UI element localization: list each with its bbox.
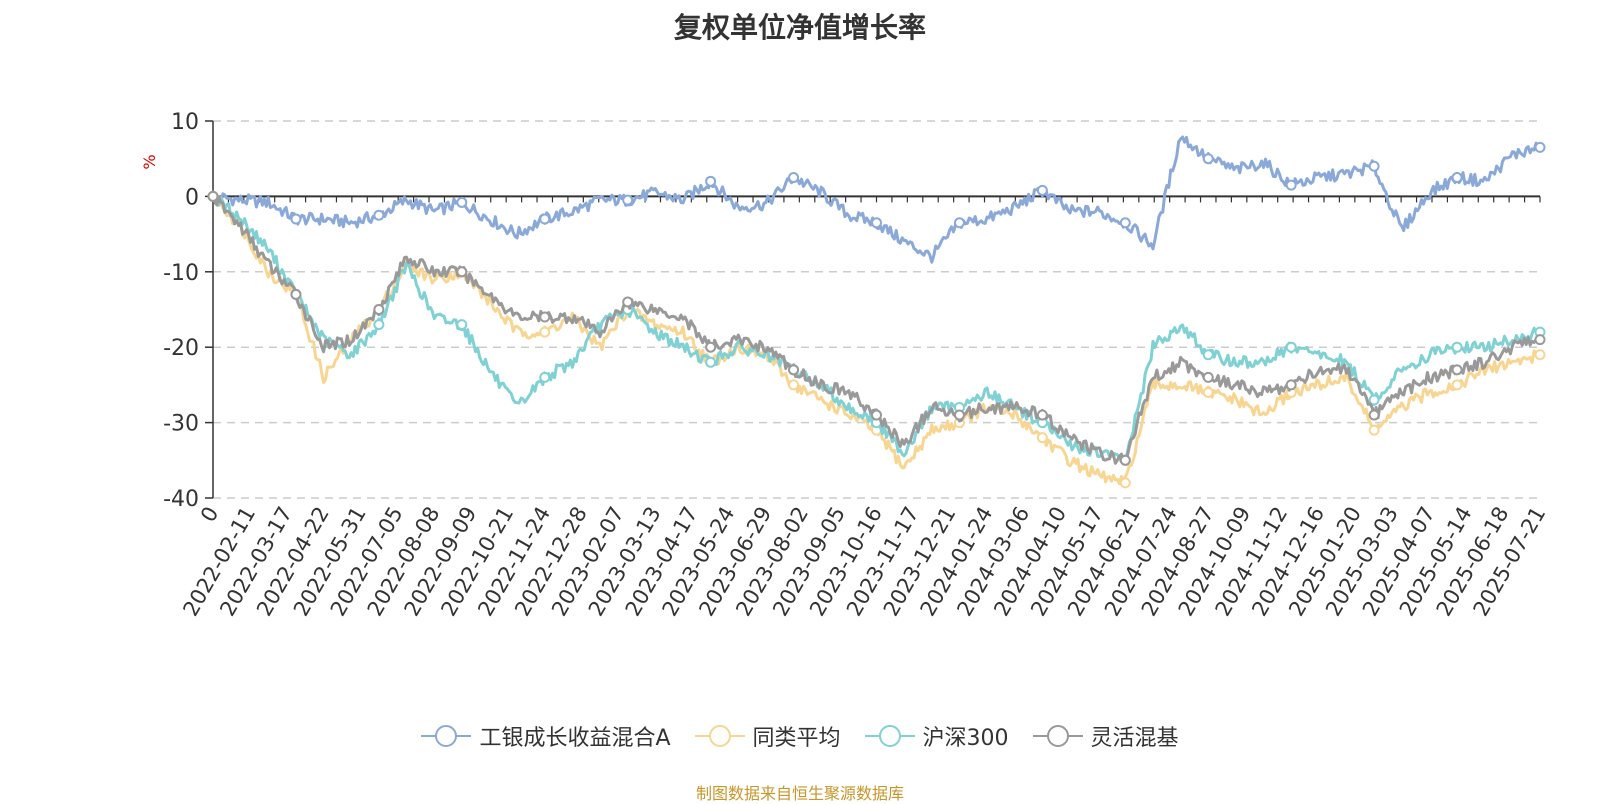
series-point [953,409,965,421]
series-point [539,371,551,383]
y-tick-label: -30 [163,412,199,437]
series-point [1368,160,1380,172]
legend-item[interactable]: 沪深300 [864,720,1009,752]
legend-label: 灵活混基 [1090,726,1179,751]
series-point [1119,217,1131,229]
legend: 工银成长收益混合A 同类平均 沪深300 灵活混基 [0,720,1600,752]
series-point [1285,341,1297,353]
series-point [953,217,965,229]
series-point [622,194,634,206]
x-tick-label: 0 [196,503,223,527]
legend-item[interactable]: 同类平均 [694,720,841,752]
series-point [1451,172,1463,184]
legend-marker-icon [864,725,915,747]
series-point [1451,341,1463,353]
series-point [1368,424,1380,436]
legend-marker-icon [694,725,745,747]
series-point [622,296,634,308]
series-point [788,172,800,184]
series-point [788,379,800,391]
series-point [290,288,302,300]
series-point [705,356,717,368]
series-point [1451,379,1463,391]
series-point [539,311,551,323]
series-point [373,209,385,221]
series-point [1368,409,1380,421]
legend-item[interactable]: 灵活混基 [1032,720,1179,752]
series-point [456,196,468,208]
series-point [1534,334,1546,346]
legend-label: 工银成长收益混合A [479,726,671,751]
y-tick-label: -40 [163,487,199,512]
series-point [456,319,468,331]
series-point [373,304,385,315]
y-tick-label: 10 [171,110,199,135]
series-point [1368,394,1380,406]
legend-item[interactable]: 工银成长收益混合A [421,720,671,752]
series-point [1119,454,1131,466]
chart-title: 复权单位净值增长率 [673,11,926,44]
series-point [1036,409,1048,421]
series-point [207,190,219,202]
series-point [373,319,385,331]
series-point [539,326,551,338]
series-point [871,217,882,229]
series-point [1202,371,1214,383]
y-axis-unit: % [140,154,159,169]
series-point [705,175,717,187]
series-point [1534,141,1546,153]
series-point [1285,179,1297,191]
series-point [1036,432,1048,444]
y-tick-label: -20 [163,336,199,361]
series-point [1202,349,1214,361]
series-point [871,409,882,421]
legend-label: 同类平均 [752,726,841,751]
series-point [1202,153,1214,165]
legend-marker-icon [421,725,472,747]
series-point [1451,364,1463,376]
series-point [1119,477,1131,489]
series-point [290,213,302,225]
series-point [1285,379,1297,391]
series-point [1036,184,1048,196]
series-point [788,364,800,376]
series-point [1202,386,1214,398]
series-point [539,213,551,225]
series-point [1534,349,1546,361]
series-point [456,266,468,278]
series-line [211,191,1542,486]
series-layer [207,135,1546,489]
source-note: 制图数据来自恒生聚源数据库 [695,784,904,803]
legend-label: 沪深300 [922,726,1009,751]
y-tick-label: -10 [163,261,199,286]
grid-layer [213,120,1540,499]
legend-marker-icon [1032,725,1083,747]
series-point [705,341,717,353]
y-tick-label: 0 [185,185,199,210]
